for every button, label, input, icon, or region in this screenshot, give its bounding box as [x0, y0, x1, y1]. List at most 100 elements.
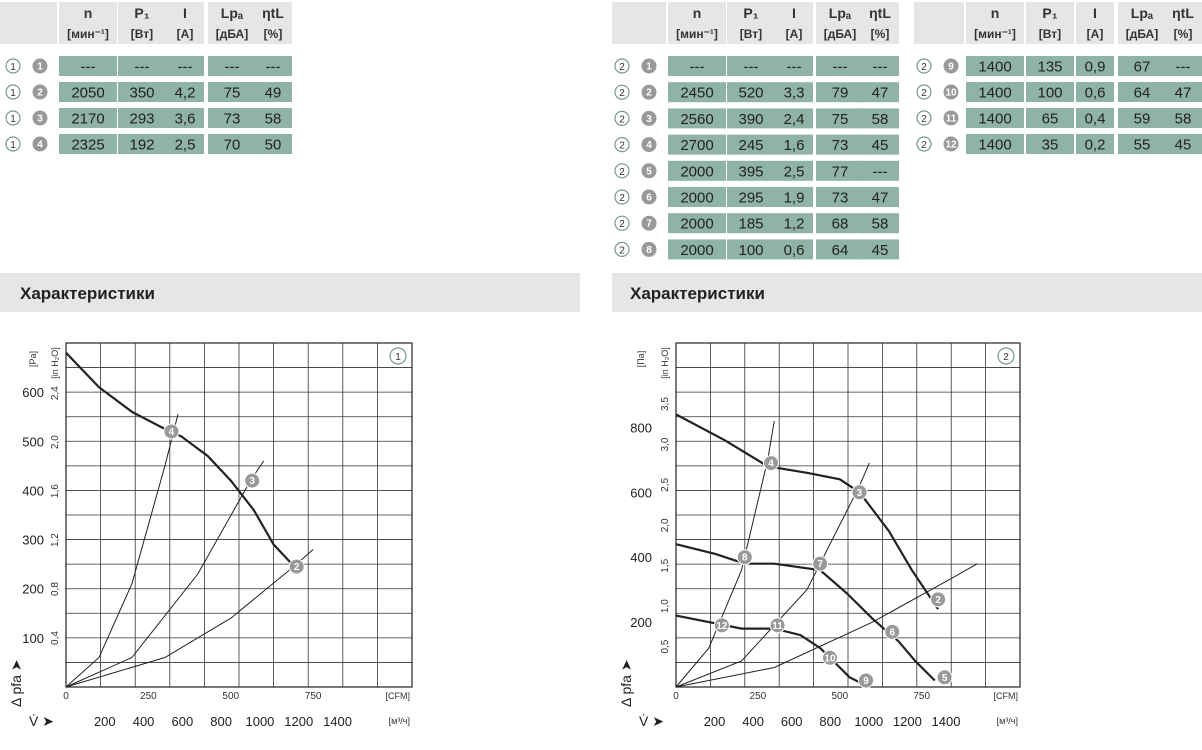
table-cell-value: 58 [872, 111, 889, 128]
table-cell-value: 1,6 [784, 137, 805, 154]
table-cell [966, 134, 1024, 154]
point-marker [943, 58, 959, 74]
table-cell [775, 187, 813, 207]
curve-badge-label: 1 [10, 140, 16, 151]
table-cell [1026, 82, 1074, 102]
table-cell-value: 395 [738, 163, 763, 180]
x2-unit-label: [м³/ч] [997, 716, 1018, 726]
point-marker [943, 136, 959, 152]
point-marker-label: 4 [646, 140, 652, 151]
system-curve [675, 420, 775, 688]
section-bar-left [0, 273, 580, 312]
table-cell-value: 0,6 [1085, 85, 1106, 102]
table-header-unit: [дБА] [1126, 27, 1158, 41]
table-row: 1 2 2050 350 4,2 75 49 [5, 82, 292, 102]
table-cell-value: 35 [1042, 137, 1059, 154]
table-cell-value: 192 [129, 137, 154, 154]
table-cell-value: 1400 [978, 111, 1011, 128]
table-cell [966, 82, 1024, 102]
table-header-bg [1026, 2, 1074, 44]
table-cell [668, 187, 726, 207]
table-cell-value: 100 [1037, 85, 1062, 102]
table-header-bg [914, 2, 964, 44]
table-cell-value: --- [225, 59, 240, 76]
y-tick-label: 600 [630, 485, 652, 500]
curve-badge [916, 136, 932, 152]
y-tick-label: 600 [22, 385, 44, 400]
x2-tick-label: 1400 [323, 714, 352, 729]
curve-badge-label: 2 [921, 88, 927, 99]
table-cell [166, 108, 204, 128]
table-cell-value: 100 [738, 242, 763, 259]
curve-badge-label: 1 [10, 62, 16, 73]
chart: 1 100 200 300 400 500 600 [Pa] 0,4 0,8 1,2 1,6 2,0 2,… [8, 342, 413, 729]
point-marker-label: 3 [37, 114, 43, 125]
curve-badge-label: 2 [619, 245, 625, 256]
table-cell-value: 59 [1134, 111, 1151, 128]
table-header-symbol: P₁ [134, 5, 149, 21]
curve-badge-label: 2 [921, 62, 927, 73]
table-cell-value: 47 [1175, 85, 1192, 102]
table-cell-value: 1400 [978, 137, 1011, 154]
table-header-bg [1164, 2, 1202, 44]
table-cell [775, 213, 813, 234]
table-cell [727, 160, 775, 181]
x2-tick-label: 200 [94, 714, 116, 729]
table-cell [1118, 82, 1166, 102]
curve-badge-label: 2 [619, 141, 625, 152]
chart-badge [389, 347, 407, 365]
table-cell-value: 1400 [978, 59, 1011, 76]
table-cell [816, 56, 864, 76]
operating-point-label: 4 [768, 459, 774, 470]
table-cell-value: 390 [738, 111, 763, 128]
table-cell-value: --- [135, 59, 150, 76]
point-marker-label: 10 [945, 88, 957, 99]
table-header-symbol: n [84, 5, 93, 21]
curve-badge [614, 58, 630, 74]
table-cell [59, 56, 117, 76]
y2-tick-label: 2,0 [660, 518, 671, 532]
table-header-unit: [мин⁻¹] [676, 27, 718, 41]
x-tick-label: 0 [673, 691, 679, 702]
operating-point-marker [163, 423, 180, 440]
point-marker-label: 7 [646, 219, 652, 230]
operating-point-label: 6 [889, 627, 895, 638]
table-cell-value: 3,6 [175, 111, 196, 128]
x2-tick-label: 1400 [932, 714, 961, 729]
table-header-bg [208, 2, 256, 44]
table-header-symbol: ηtL [869, 5, 891, 21]
y-tick-label: 200 [22, 582, 44, 597]
table-row: 2 6 2000 295 1,9 73 47 [614, 187, 899, 207]
table-header-bg [118, 2, 166, 44]
curve-badge [5, 136, 21, 152]
table-cell-value: 2450 [680, 85, 713, 102]
table-header-bg [1118, 2, 1166, 44]
table-cell [59, 134, 117, 154]
table-cell-value: 58 [1175, 111, 1192, 128]
curve-badge [916, 84, 932, 100]
table-cell [118, 56, 166, 76]
operating-point-marker [821, 649, 838, 666]
operating-point-label: 8 [742, 553, 748, 564]
curve-badge-label: 2 [921, 140, 927, 151]
table-cell-value: 75 [224, 85, 241, 102]
curve-badge [916, 58, 932, 74]
operating-point-label: 11 [772, 621, 783, 632]
table-cell-value: --- [690, 59, 705, 76]
table-header-unit: [дБА] [216, 27, 248, 41]
curve-badge [5, 84, 21, 100]
table-cell [816, 213, 864, 234]
table-header-symbol: Lpₐ [221, 5, 244, 21]
y-axis-label: Δ pfa ➤ [618, 659, 634, 707]
table-row: 2 8 2000 100 0,6 64 45 [614, 239, 899, 260]
table-header-unit: [А] [786, 27, 803, 41]
point-marker [32, 136, 48, 152]
table-cell-value: --- [833, 59, 848, 76]
operating-point-marker [736, 549, 753, 566]
table-cell [118, 134, 166, 154]
table-header-symbol: Lpₐ [1131, 5, 1154, 21]
table-cell [1164, 56, 1202, 76]
y2-tick-label: 1,5 [660, 558, 671, 572]
table-header-symbol: ηtL [262, 5, 284, 21]
operating-point: 12 [713, 617, 730, 634]
